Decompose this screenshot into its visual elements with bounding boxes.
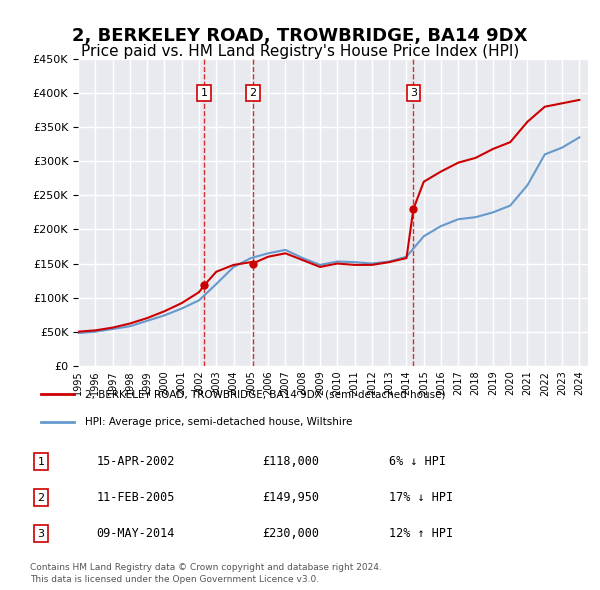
Text: 15-APR-2002: 15-APR-2002 [96,455,175,468]
Text: Contains HM Land Registry data © Crown copyright and database right 2024.: Contains HM Land Registry data © Crown c… [30,563,382,572]
Text: 6% ↓ HPI: 6% ↓ HPI [389,455,446,468]
Text: 09-MAY-2014: 09-MAY-2014 [96,527,175,540]
Text: This data is licensed under the Open Government Licence v3.0.: This data is licensed under the Open Gov… [30,575,319,584]
Text: 3: 3 [410,88,417,98]
Text: 2: 2 [37,493,44,503]
Text: HPI: Average price, semi-detached house, Wiltshire: HPI: Average price, semi-detached house,… [85,417,353,427]
Text: £118,000: £118,000 [262,455,319,468]
Text: £149,950: £149,950 [262,491,319,504]
Text: Price paid vs. HM Land Registry's House Price Index (HPI): Price paid vs. HM Land Registry's House … [81,44,519,59]
Text: 2: 2 [249,88,256,98]
Text: 2, BERKELEY ROAD, TROWBRIDGE, BA14 9DX: 2, BERKELEY ROAD, TROWBRIDGE, BA14 9DX [72,27,528,45]
Text: 17% ↓ HPI: 17% ↓ HPI [389,491,453,504]
Text: 1: 1 [201,88,208,98]
Text: 1: 1 [38,457,44,467]
Text: £230,000: £230,000 [262,527,319,540]
Text: 12% ↑ HPI: 12% ↑ HPI [389,527,453,540]
Text: 3: 3 [38,529,44,539]
Text: 2, BERKELEY ROAD, TROWBRIDGE, BA14 9DX (semi-detached house): 2, BERKELEY ROAD, TROWBRIDGE, BA14 9DX (… [85,389,446,399]
Text: 11-FEB-2005: 11-FEB-2005 [96,491,175,504]
